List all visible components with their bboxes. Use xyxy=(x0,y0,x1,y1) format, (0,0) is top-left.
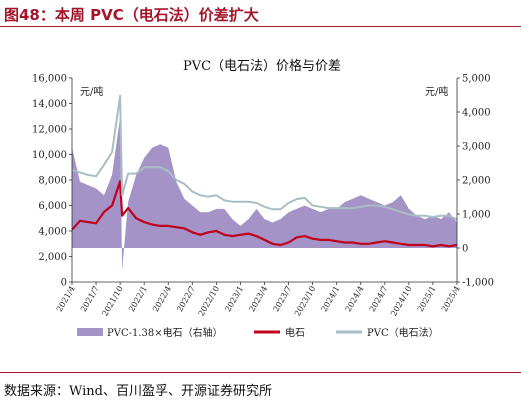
x-tick-label: 2024/4 xyxy=(344,285,366,314)
source-note: 数据来源：Wind、百川盈孚、开源证券研究所 xyxy=(4,384,272,399)
x-tick-label: 2021/4 xyxy=(55,285,77,314)
title-rule xyxy=(0,26,521,27)
price-line-layer xyxy=(71,94,458,248)
left-tick-label: 4,000 xyxy=(38,227,67,238)
x-tick-label: 2021/10 xyxy=(100,285,124,318)
left-axis-unit: 元/吨 xyxy=(80,85,103,98)
right-tick-label: 4,000 xyxy=(462,108,491,119)
right-tick-label: 5,000 xyxy=(462,74,491,85)
x-tick-label: 2023/1 xyxy=(223,285,245,314)
right-tick-label: -1,000 xyxy=(462,278,494,289)
pvc-line xyxy=(71,94,458,221)
left-tick-label: 2,000 xyxy=(38,252,67,263)
figure-title: 图48：本周 PVC（电石法）价差扩大 xyxy=(4,6,259,24)
legend: PVC-1.38×电石（右轴） 电石 PVC（电石法） xyxy=(77,326,439,339)
x-tick-label: 2023/10 xyxy=(293,285,317,318)
x-tick-label: 2022/10 xyxy=(197,285,221,318)
legend-swatch-spread xyxy=(77,328,103,336)
x-tick-label: 2023/4 xyxy=(247,285,269,314)
left-tick-label: 0 xyxy=(61,278,67,289)
x-tick-label: 2024/10 xyxy=(389,285,413,318)
x-tick-label: 2024/7 xyxy=(368,285,390,314)
x-tick-label: 2025/4 xyxy=(440,285,462,314)
left-tick-label: 14,000 xyxy=(32,99,67,110)
x-tick-label: 2022/4 xyxy=(151,285,173,314)
left-tick-label: 6,000 xyxy=(38,201,67,212)
x-tick-label: 2022/1 xyxy=(127,285,149,314)
right-axis-unit: 元/吨 xyxy=(425,85,448,98)
x-tick-label: 2021/7 xyxy=(79,285,101,314)
right-tick-label: 1,000 xyxy=(462,210,491,221)
left-tick-label: 8,000 xyxy=(38,176,67,187)
carbide-line xyxy=(71,180,458,248)
spread-area-layer xyxy=(72,117,457,271)
x-tick-label: 2025/1 xyxy=(416,285,438,314)
spread-area xyxy=(72,117,457,271)
right-tick-label: 2,000 xyxy=(462,176,491,187)
right-tick-label: 0 xyxy=(462,244,468,255)
left-tick-label: 16,000 xyxy=(32,74,67,85)
legend-label-carbide: 电石 xyxy=(285,326,305,339)
x-tick-label: 2024/1 xyxy=(320,285,342,314)
x-tick-label: 2022/7 xyxy=(175,285,197,314)
right-tick-label: 3,000 xyxy=(462,142,491,153)
source-rule xyxy=(0,372,521,373)
left-tick-label: 10,000 xyxy=(32,150,67,161)
legend-label-spread: PVC-1.38×电石（右轴） xyxy=(107,326,223,339)
legend-label-pvc: PVC（电石法） xyxy=(367,326,439,339)
chart-title: PVC（电石法）价格与价差 xyxy=(183,58,341,74)
left-tick-label: 12,000 xyxy=(32,125,67,136)
x-tick-label: 2023/7 xyxy=(271,285,293,314)
